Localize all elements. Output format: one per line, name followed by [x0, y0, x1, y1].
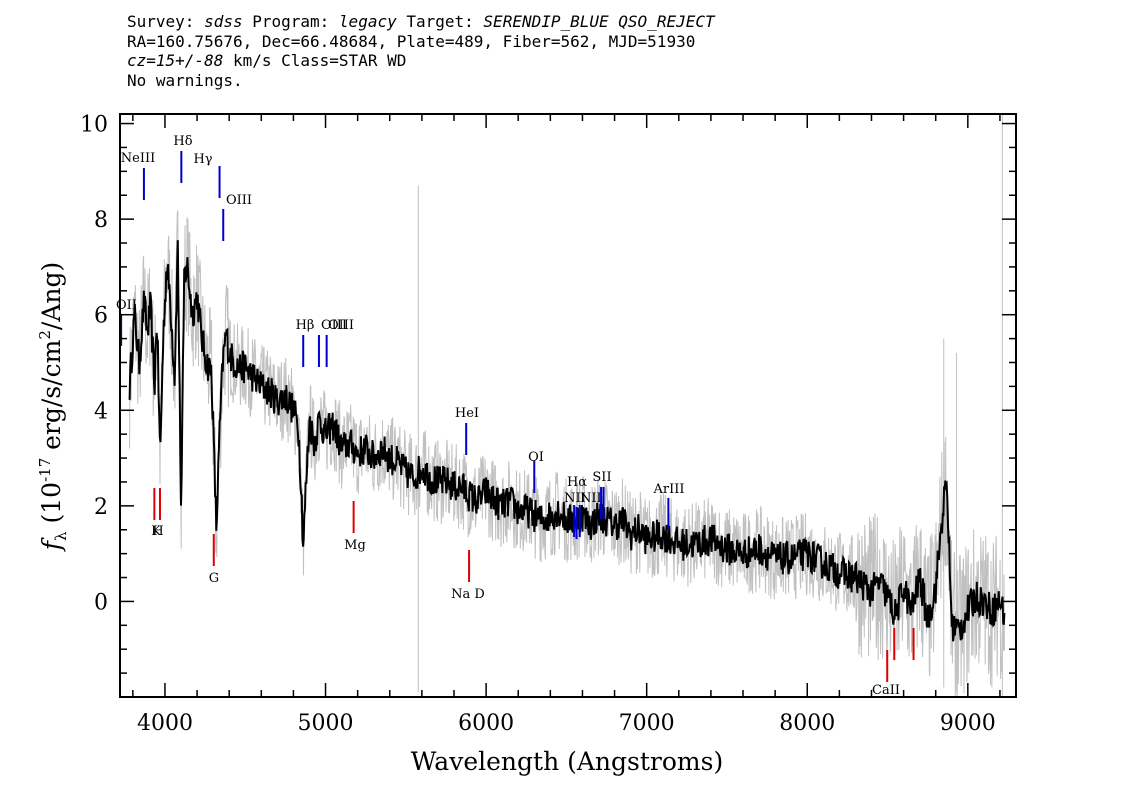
- axis-ticks: [120, 114, 1016, 698]
- spectral-line-label: OI: [528, 450, 544, 465]
- header-line-1: Survey: sdss Program: legacy Target: SER…: [127, 12, 715, 32]
- y-tick-label: 0: [94, 590, 108, 615]
- y-tick-label: 10: [80, 113, 108, 138]
- smoothed-flux-line: [128, 240, 1006, 642]
- plot-frame: [119, 113, 1017, 698]
- spectral-line-label: ArIII: [652, 482, 684, 497]
- spectral-line-label: Hδ: [173, 134, 192, 149]
- y-tick-label: 6: [94, 304, 108, 329]
- y-tick-label: 4: [94, 399, 108, 424]
- spectral-line-label: NII: [580, 491, 602, 506]
- spectral-line-label: NeIII: [121, 151, 155, 166]
- survey-label: Survey:: [127, 12, 205, 31]
- target-value: SERENDIP_BLUE QSO_REJECT: [483, 12, 715, 31]
- x-axis-title: Wavelength (Angstroms): [411, 747, 723, 776]
- x-tick-label: 9000: [940, 711, 996, 736]
- y-axis-title: fλ (10-17 erg/s/cm2/Ang): [36, 262, 70, 552]
- x-tick-label: 7000: [619, 711, 675, 736]
- raw-flux-line: [129, 210, 1005, 697]
- raw-flux-layer: [129, 114, 1005, 697]
- target-label: Target:: [396, 12, 484, 31]
- spectral-line-label: OIII: [226, 193, 252, 208]
- y-tick-label: 2: [94, 495, 108, 520]
- spectral-line-label: K: [151, 524, 161, 539]
- spectral-line-label: HeI: [455, 406, 479, 421]
- spectral-line-label: Hβ: [296, 318, 315, 333]
- x-tick-label: 6000: [458, 711, 514, 736]
- smoothed-flux-layer: [128, 240, 1006, 642]
- class-text: km/s Class=STAR WD: [223, 51, 407, 70]
- spectral-line-label: G: [209, 571, 219, 586]
- x-tick-label: 4000: [137, 711, 193, 736]
- spectral-line-label: SII: [592, 470, 611, 485]
- spectral-line-label: Hγ: [193, 152, 212, 167]
- spectral-line-label: Na D: [451, 587, 485, 602]
- spectrum-header: Survey: sdss Program: legacy Target: SER…: [127, 12, 715, 90]
- header-line-2: RA=160.75676, Dec=66.48684, Plate=489, F…: [127, 31, 696, 51]
- y-axis-title-text: fλ (10-17 erg/s/cm2/Ang): [36, 262, 70, 552]
- spectral-line-label: NII: [564, 491, 586, 506]
- survey-value: sdss: [204, 12, 243, 31]
- spectral-line-label: CaII: [872, 683, 900, 698]
- spectral-line-label: OII: [116, 298, 137, 313]
- x-tick-label: 8000: [779, 711, 835, 736]
- spectral-line-label: Mg: [344, 538, 366, 553]
- header-line-4: No warnings.: [127, 70, 243, 90]
- x-tick-label: 5000: [298, 711, 354, 736]
- header-line-3: cz=15+/-88 km/s Class=STAR WD: [127, 51, 715, 71]
- y-tick-label: 8: [94, 208, 108, 233]
- program-label: Program:: [242, 12, 339, 31]
- redshift-value: cz=15+/-88: [127, 51, 224, 70]
- spectral-line-label: H: [152, 524, 163, 539]
- spectral-line-label: Hα: [567, 475, 587, 490]
- program-value: legacy: [338, 12, 397, 31]
- tick-labels: 4000 5000 6000 7000 8000 9000 0 2 4 6 8 10: [80, 113, 996, 736]
- spectral-line-label: OIII: [321, 318, 347, 333]
- spectral-line-label: OIII: [328, 318, 354, 333]
